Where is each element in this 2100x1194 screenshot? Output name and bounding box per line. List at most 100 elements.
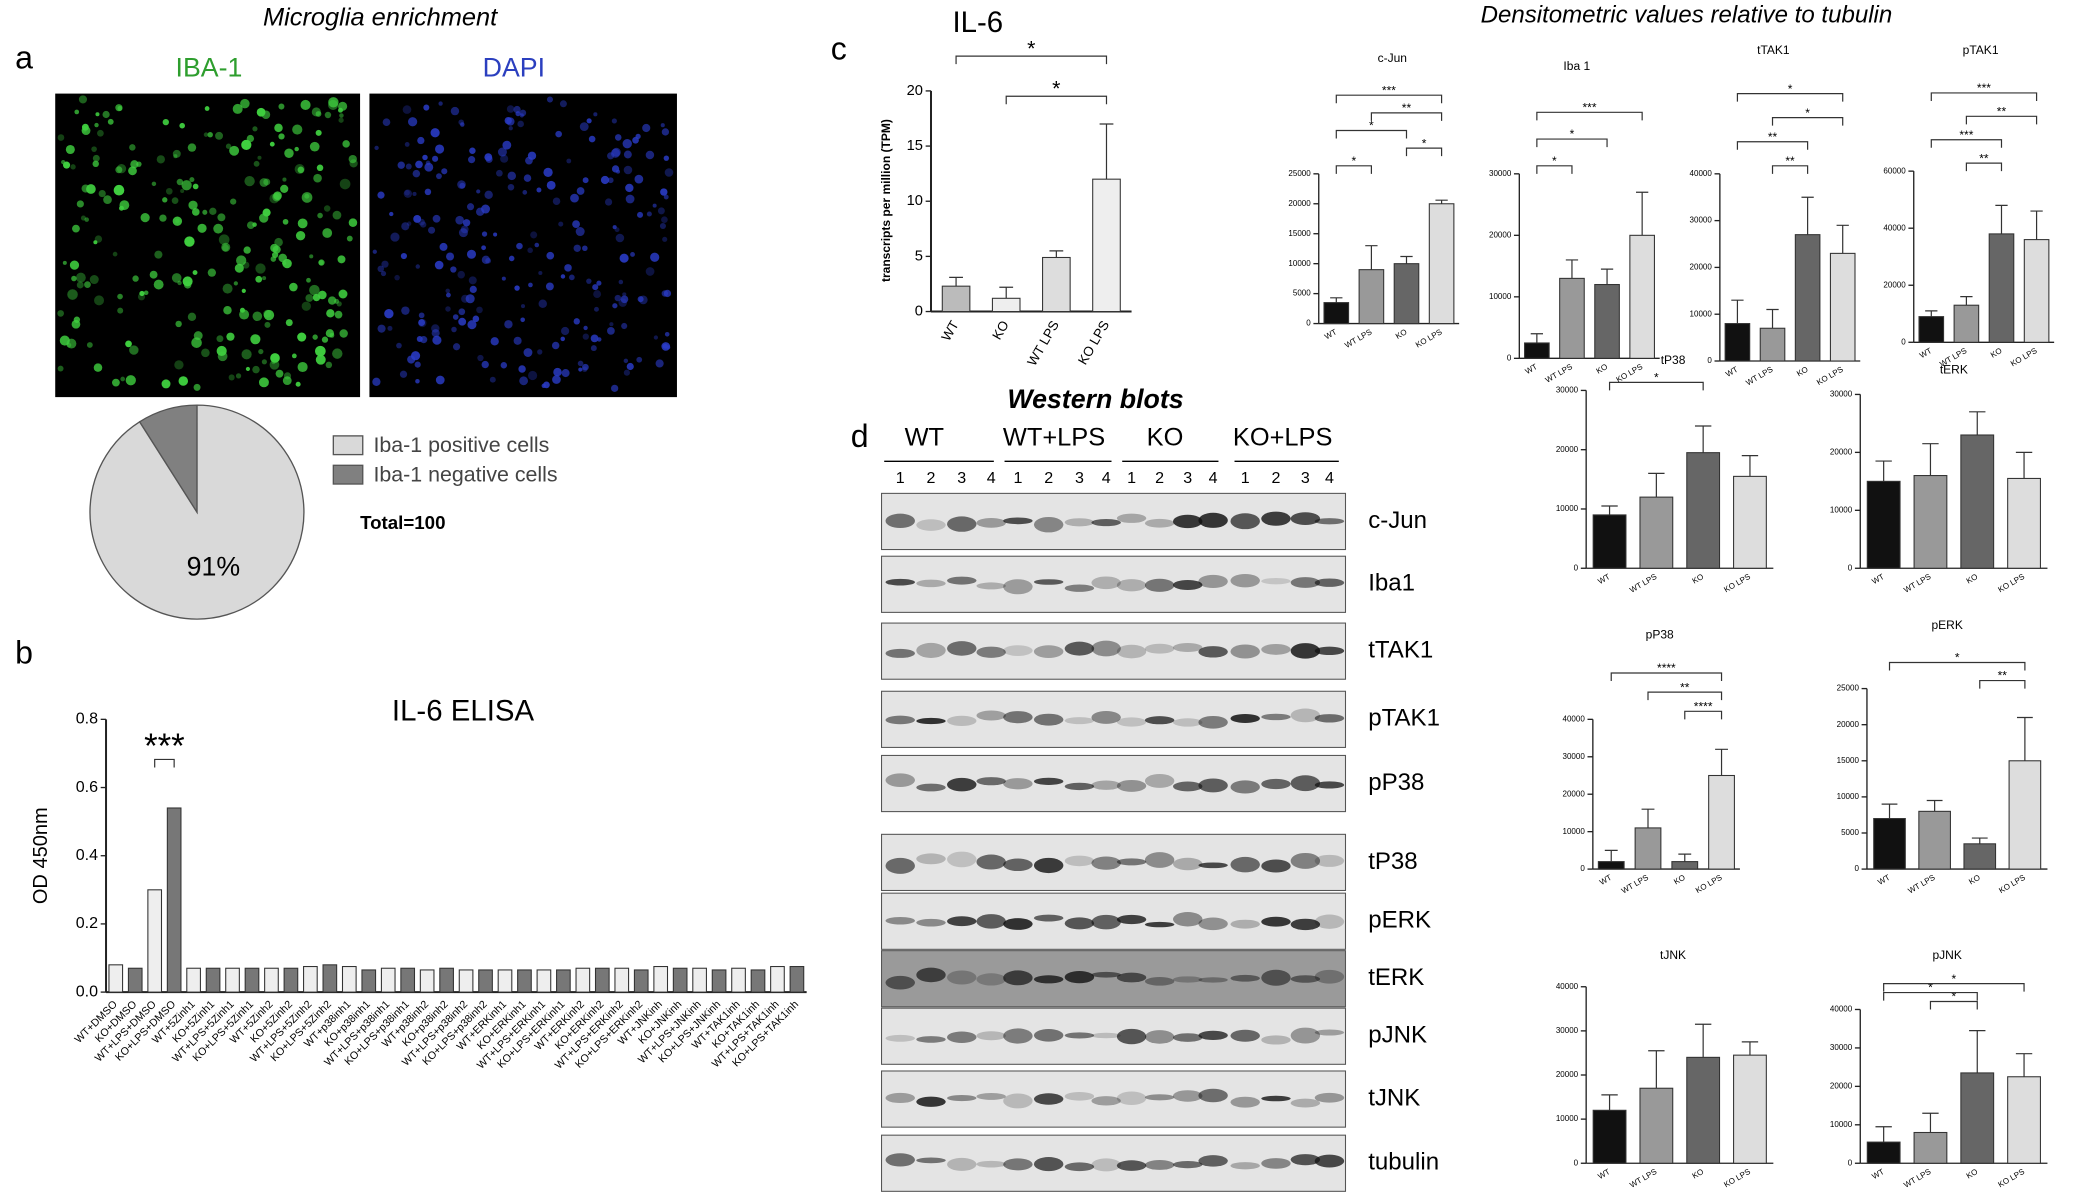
blot-band [1091,519,1121,527]
blot-band [1173,1160,1203,1169]
error-bar [1648,472,1665,498]
blot-band [916,1096,946,1107]
nucleus [513,336,522,345]
nucleus [506,117,515,126]
y-tick-label: 25000 [1837,684,1860,693]
blot-label: pJNK [1368,1022,1427,1049]
nucleus [418,312,425,319]
blot-band [1230,1162,1260,1170]
bar [991,297,1021,313]
lane-number: 1 [1127,469,1136,487]
blot-band [1198,917,1228,931]
cell [130,160,139,169]
error-bar [1049,250,1064,258]
cell [342,140,350,148]
blot-band [1003,970,1033,986]
cell [228,374,235,381]
nucleus [438,101,443,106]
bar [1759,327,1786,362]
bar [303,965,318,993]
bar [1918,316,1945,343]
cell [317,212,323,219]
nucleus [659,222,666,230]
lane-group-label: WT+LPS [1003,423,1105,451]
lane-number: 1 [1013,469,1022,487]
blot-band [1230,919,1260,929]
y-tick-label: 20 [907,83,923,99]
bar [1733,475,1767,569]
blot-band [1003,918,1033,930]
blot-band [1230,780,1260,794]
cell [229,145,240,156]
blot-band [885,975,915,990]
cell [176,178,184,186]
y-tick-label: 0 [915,303,923,319]
nucleus [460,122,465,127]
y-tick-label: 0.0 [76,982,98,1000]
cell [113,184,125,196]
nucleus [546,180,556,190]
nucleus [415,378,420,384]
cell [282,258,292,269]
cell [263,309,275,321]
significance-label: * [1805,106,1810,120]
blot-band [885,513,915,529]
error-bar [1641,808,1655,828]
significance-bracket [955,55,1108,65]
cell [292,124,303,135]
nucleus [523,348,533,357]
blot-band [1198,646,1228,658]
significance-bracket [1536,138,1608,148]
cell [179,122,185,129]
cell [244,175,255,187]
nucleus [377,265,385,273]
nucleus [551,341,560,350]
blot-band [885,773,915,787]
blot-band [1033,975,1064,984]
blot-band [1116,1091,1147,1106]
cell [241,139,252,150]
bar [1092,178,1121,313]
cell [117,307,124,314]
nucleus [434,260,444,270]
cell [171,197,179,204]
cell [332,210,342,220]
x-tick-label: KO LPS [2009,346,2039,368]
bar [1559,277,1585,359]
panel-label: a [15,40,33,76]
x-tick-label: KO [1691,1167,1706,1181]
cell [274,123,283,133]
significance-bracket [1405,147,1443,157]
nucleus [380,270,387,277]
nucleus [514,285,520,291]
nucleus [485,257,492,264]
blot-band [1290,643,1321,659]
blot-band [1314,714,1345,723]
cell [261,359,267,365]
nucleus [561,369,570,378]
nucleus [545,282,554,291]
bar [1428,203,1455,325]
blot-label: c-Jun [1368,507,1427,534]
cell [309,284,320,296]
y-tick-label: 10 [907,193,923,209]
significance-bracket [154,758,175,768]
nucleus [406,221,412,226]
cell [125,340,132,348]
lane-number: 2 [1272,469,1281,487]
cell [306,277,311,283]
nucleus [507,183,515,191]
x-tick-label: KO LPS [1722,1167,1752,1189]
nucleus [623,165,633,175]
blot-band [1091,1096,1121,1106]
nucleus [458,317,467,326]
nucleus [593,290,602,299]
blot-band [1033,1093,1064,1105]
nucleus [663,194,669,200]
x-tick-label: WT LPS [1902,572,1932,595]
cell [328,97,339,108]
blot-band [1261,1158,1291,1169]
y-tick-label: 10000 [1837,792,1860,801]
cell [67,289,78,300]
cell [153,279,164,290]
